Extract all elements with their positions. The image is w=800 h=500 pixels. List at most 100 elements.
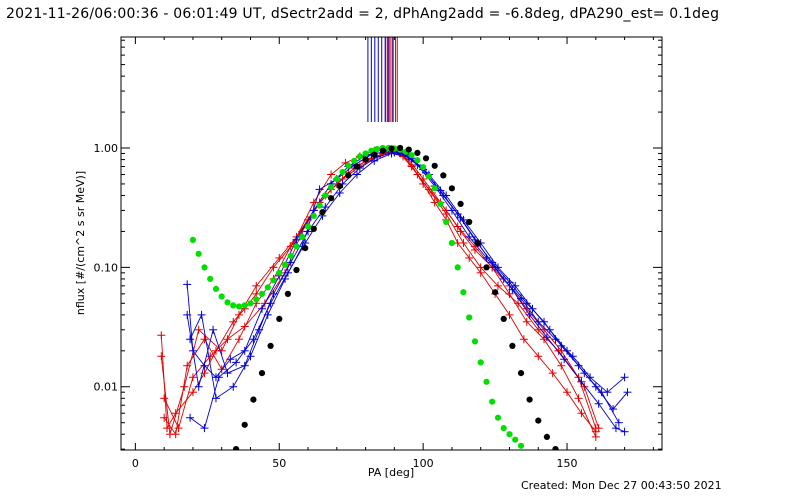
fit-point-green: [408, 152, 415, 159]
fit-point-black: [284, 290, 291, 297]
data-point-blue: [183, 310, 192, 319]
fit-point-green: [230, 302, 237, 309]
data-point-red: [456, 227, 465, 236]
fit-point-green: [420, 164, 427, 171]
data-point-blue: [591, 382, 600, 391]
fit-point-black: [371, 151, 378, 158]
data-point-blue: [335, 188, 344, 197]
fit-point-black: [397, 144, 404, 152]
series-line-red: [160, 148, 597, 432]
data-point-red: [174, 424, 183, 433]
fit-point-green: [247, 300, 254, 307]
fit-point-green: [345, 162, 352, 169]
data-point-red: [580, 382, 589, 391]
fit-point-black: [362, 156, 369, 163]
data-point-blue: [620, 373, 629, 382]
data-point-blue: [197, 310, 206, 319]
fit-point-green: [328, 184, 335, 191]
data-point-red: [171, 430, 180, 439]
series-line-red: [163, 151, 597, 438]
pa-markers-layer: [367, 37, 398, 122]
data-point-blue: [614, 418, 623, 427]
fit-point-black: [345, 172, 352, 179]
fit-point-black: [414, 149, 421, 156]
data-point-blue: [563, 346, 572, 355]
data-point-red: [557, 361, 566, 370]
fit-point-green: [512, 436, 519, 443]
fit-point-green: [356, 153, 363, 160]
data-point-blue: [491, 263, 500, 272]
fit-point-green: [466, 314, 473, 321]
data-point-blue: [292, 235, 301, 244]
data-point-red: [594, 424, 603, 433]
fit-point-green: [189, 236, 196, 243]
data-point-red: [493, 281, 502, 290]
data-point-blue: [232, 358, 241, 367]
fit-point-green: [483, 378, 490, 385]
data-point-blue: [577, 377, 586, 386]
fit-point-black: [353, 163, 361, 170]
fit-point-black: [448, 185, 455, 192]
y-tick-label: 0.10: [94, 261, 119, 274]
data-point-red: [563, 388, 572, 397]
fit-point-black: [233, 446, 240, 450]
data-point-red: [419, 175, 428, 184]
fit-point-green: [241, 302, 248, 309]
data-point-red: [206, 352, 215, 361]
data-point-red: [327, 170, 336, 179]
data-point-blue: [522, 299, 531, 308]
fit-point-green: [431, 185, 438, 192]
fit-point-green: [351, 157, 358, 164]
data-point-red: [577, 409, 586, 418]
fit-point-black: [405, 146, 412, 153]
data-point-blue: [488, 258, 497, 267]
plot-frame: [120, 36, 663, 451]
fit-point-green: [333, 175, 340, 183]
fit-point-green: [293, 243, 300, 250]
fit-point-black: [517, 370, 525, 377]
data-point-red: [194, 325, 203, 334]
fit-point-green: [218, 293, 225, 300]
fit-point-green: [494, 414, 502, 421]
fit-point-black: [422, 155, 430, 162]
data-point-blue: [542, 333, 551, 342]
data-point-red: [574, 394, 583, 403]
series-line-blue: [189, 150, 628, 410]
x-tick-label: 0: [132, 457, 139, 470]
data-point-blue: [321, 203, 330, 212]
y-tick-label: 1.00: [94, 142, 119, 155]
fit-point-black: [379, 147, 386, 154]
data-point-blue: [226, 355, 235, 364]
data-point-blue: [623, 388, 632, 397]
chart-title: 2021-11-26/06:00:36 - 06:01:49 UT, dSect…: [6, 6, 720, 22]
data-point-red: [514, 299, 523, 308]
fit-point-green: [448, 239, 455, 247]
data-point-blue: [528, 304, 537, 313]
fit-point-green: [224, 299, 231, 306]
data-point-red: [548, 369, 557, 378]
y-axis-title: nflux [#/(cm^2 s sr MeV)]: [74, 171, 87, 315]
fit-point-black: [440, 172, 447, 179]
fit-point-black: [457, 200, 464, 207]
data-point-red: [505, 310, 514, 319]
data-point-blue: [214, 373, 223, 382]
fit-point-green: [195, 250, 202, 257]
fit-point-green: [362, 150, 369, 157]
data-point-red: [534, 352, 543, 361]
data-point-red: [519, 335, 528, 344]
fit-point-black: [388, 145, 395, 152]
data-point-blue: [456, 213, 465, 222]
fit-point-black: [319, 209, 326, 216]
data-point-red: [234, 335, 243, 344]
data-point-blue: [283, 268, 292, 277]
data-point-blue: [540, 317, 549, 326]
series-line-red: [163, 151, 600, 436]
data-point-blue: [186, 335, 195, 344]
fit-point-black: [483, 264, 490, 271]
series-layer: [157, 145, 632, 441]
fit-point-black: [328, 195, 335, 202]
data-point-red: [160, 394, 169, 403]
data-point-blue: [436, 186, 445, 195]
fit-point-green: [281, 261, 289, 268]
data-point-red: [188, 373, 197, 382]
